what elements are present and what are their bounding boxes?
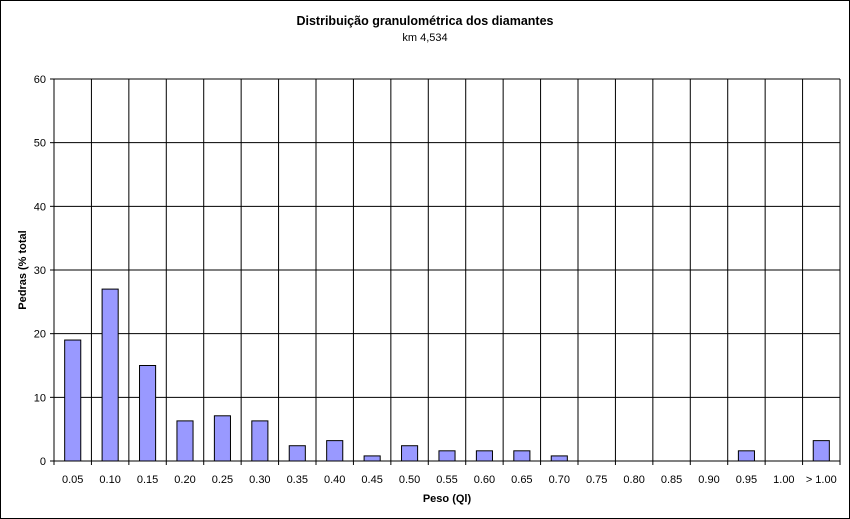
x-tick-label: 1.00	[773, 474, 794, 486]
bar-0-35	[288, 445, 306, 462]
bar-0-60	[475, 450, 493, 462]
bar-0-10	[101, 288, 119, 462]
y-tick-label: 30	[34, 265, 46, 277]
axes	[50, 78, 841, 465]
bar-0-65	[513, 450, 531, 462]
y-tick-label: 0	[40, 456, 46, 468]
x-tick-label: 0.40	[324, 474, 345, 486]
x-tick-label: 0.35	[287, 474, 308, 486]
x-tick-label: 0.90	[698, 474, 719, 486]
x-tick-label: 0.10	[99, 474, 120, 486]
chart-title: Distribuição granulométrica dos diamante…	[296, 14, 554, 28]
y-tick-label: 50	[34, 138, 46, 150]
bar-0-15	[139, 365, 157, 462]
bar-0-50	[401, 445, 419, 462]
y-tick-label: 40	[34, 201, 46, 213]
y-tick-label: 20	[34, 329, 46, 341]
x-tick-label: 0.85	[661, 474, 682, 486]
y-tick-label: 10	[34, 392, 46, 404]
x-tick-label: 0.60	[474, 474, 495, 486]
chart-subtitle: km 4,534	[402, 32, 448, 44]
x-tick-label: 0.50	[399, 474, 420, 486]
x-tick-label: > 1.00	[806, 474, 837, 486]
x-tick-label: 0.80	[623, 474, 644, 486]
x-tick-label: 0.95	[736, 474, 757, 486]
x-axis-title: Peso (Ql)	[423, 493, 472, 505]
bars	[64, 288, 830, 462]
grid-lines	[54, 78, 841, 461]
bar-0-40	[326, 440, 344, 462]
tick-labels: 0 10 20 30 40 50 60 0.05 0.10 0.15 0.20 0.25 0.30 0.3…	[34, 74, 837, 486]
y-axis-title: Pedras (% total	[17, 230, 29, 309]
x-tick-label: 0.20	[174, 474, 195, 486]
x-tick-label: 0.55	[436, 474, 457, 486]
bar-0-05	[64, 339, 82, 462]
x-tick-label: 0.75	[586, 474, 607, 486]
x-tick-label: 0.15	[137, 474, 158, 486]
bar-0-30	[251, 420, 269, 462]
x-tick-label: 0.65	[511, 474, 532, 486]
x-tick-label: 0.30	[249, 474, 270, 486]
x-tick-label: 0.70	[549, 474, 570, 486]
x-tick-label: 0.45	[361, 474, 382, 486]
bar-0-20	[176, 420, 194, 462]
bar-1-00	[812, 440, 830, 462]
x-tick-label: 0.25	[212, 474, 233, 486]
bar-0-95	[737, 450, 755, 462]
bar-0-55	[438, 450, 456, 462]
bar-0-45	[363, 455, 381, 462]
bar-0-70	[550, 455, 568, 462]
x-tick-label: 0.05	[62, 474, 83, 486]
bar-0-25	[213, 415, 231, 462]
y-tick-label: 60	[34, 74, 46, 86]
